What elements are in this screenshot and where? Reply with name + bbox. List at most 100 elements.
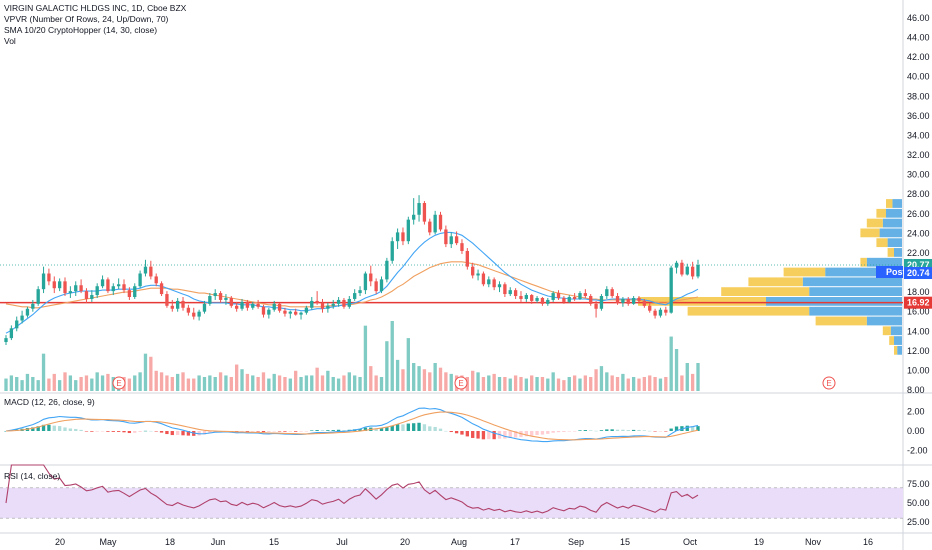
macd-histogram-bar	[379, 428, 384, 431]
candle	[288, 311, 292, 314]
volume-bar	[379, 377, 384, 391]
volume-bar	[272, 373, 276, 391]
volume-bar	[57, 380, 62, 391]
time-tick-label: 20	[55, 537, 65, 547]
candle	[347, 298, 351, 307]
macd-histogram-bar	[320, 430, 325, 431]
volume-bar	[106, 373, 110, 391]
volume-bar	[288, 378, 292, 391]
last-price-tag: 20.77	[907, 260, 930, 270]
candle	[224, 297, 228, 300]
volume-bar	[508, 378, 512, 391]
earnings-marker[interactable]: E	[112, 376, 126, 390]
candle	[615, 296, 620, 303]
volume-bar	[41, 353, 46, 391]
volume-bar	[358, 377, 362, 391]
macd-histogram-bar	[621, 429, 625, 431]
volume-bar	[47, 378, 51, 391]
candle	[503, 284, 507, 295]
time-tick-label: 15	[269, 537, 279, 547]
volume-bar	[653, 377, 657, 391]
time-tick-label: 18	[165, 537, 175, 547]
vol-legend[interactable]: Vol	[4, 36, 16, 46]
macd-histogram-bar	[503, 431, 507, 439]
macd-histogram-bar	[100, 431, 105, 432]
volume-bar	[562, 380, 566, 391]
macd-histogram-bar	[315, 430, 319, 431]
volume-bar	[84, 375, 89, 391]
macd-histogram-bar	[476, 431, 480, 439]
volume-bar	[213, 377, 217, 391]
macd-histogram-bar	[358, 428, 362, 431]
vpvr-legend[interactable]: VPVR (Number Of Rows, 24, Up/Down, 70)	[4, 14, 169, 24]
macd-histogram-bar	[433, 426, 437, 431]
candle	[197, 311, 201, 317]
volume-bar	[556, 378, 561, 391]
macd-histogram-bar	[401, 424, 405, 431]
candle	[637, 297, 641, 301]
macd-histogram-bar	[57, 426, 62, 431]
macd-histogram-bar	[535, 431, 539, 435]
volume-bar	[567, 377, 571, 391]
macd-histogram-bar	[406, 423, 410, 431]
time-tick-label: 15	[620, 537, 630, 547]
level-price-tag-bg	[904, 296, 932, 309]
time-tick-label: Sep	[568, 537, 584, 547]
vpvr-up-bar	[866, 257, 902, 267]
candle	[385, 260, 389, 280]
volume-bar	[25, 373, 30, 391]
volume-bar	[36, 380, 40, 391]
sma-legend[interactable]: SMA 10/20 CryptoHopper (14, 30, close)	[4, 25, 158, 35]
macd-legend[interactable]: MACD (12, 26, close, 9)	[4, 397, 95, 408]
candle	[331, 303, 335, 306]
volume-bar	[310, 375, 314, 391]
time-tick-label: 20	[400, 537, 410, 547]
post-label: Post	[886, 267, 906, 277]
candle	[240, 301, 244, 309]
candle	[138, 273, 142, 287]
volume-bar	[401, 369, 405, 391]
candle	[513, 290, 518, 297]
price-tick-label: 42.00	[907, 52, 930, 62]
macd-histogram-bar	[594, 430, 598, 432]
volume-bar	[621, 373, 625, 391]
candle	[106, 279, 110, 292]
volume-bar	[615, 377, 620, 391]
candle	[256, 303, 260, 307]
vpvr-up-bar	[897, 345, 902, 355]
volume-bar	[186, 378, 191, 391]
time-tick-label: Aug	[451, 537, 467, 547]
rsi-legend[interactable]: RSI (14, close)	[4, 471, 60, 482]
volume-bar	[127, 378, 132, 391]
macd-histogram-bar	[106, 431, 110, 432]
earnings-marker[interactable]: E	[822, 376, 836, 390]
volume-bar	[610, 375, 614, 391]
macd-histogram-bar	[251, 431, 255, 432]
volume-bar	[535, 377, 539, 391]
volume-bar	[52, 373, 56, 391]
volume-bar	[224, 375, 228, 391]
volume-bar	[449, 373, 453, 391]
volume-bar	[530, 375, 534, 391]
candle	[610, 289, 614, 297]
macd-histogram-bar	[294, 431, 298, 432]
macd-histogram-bar	[658, 431, 663, 432]
volume-bar	[583, 375, 588, 391]
candle	[342, 299, 346, 307]
candle	[599, 296, 604, 309]
macd-histogram-bar	[615, 429, 620, 431]
macd-histogram-bar	[363, 427, 368, 431]
vpvr-up-bar	[886, 208, 902, 218]
price-tick-label: 28.00	[907, 189, 930, 199]
earnings-marker[interactable]: E	[454, 376, 468, 390]
volume-bar	[658, 378, 663, 391]
symbol-title[interactable]: VIRGIN GALACTIC HLDGS INC, 1D, Cboe BZX	[4, 3, 187, 13]
candle	[497, 284, 502, 288]
candle	[229, 297, 233, 306]
macd-histogram-bar	[326, 430, 330, 431]
candle	[4, 338, 8, 343]
macd-histogram-bar	[41, 424, 46, 431]
volume-bar	[524, 378, 529, 391]
vpvr-up-bar	[890, 326, 902, 336]
